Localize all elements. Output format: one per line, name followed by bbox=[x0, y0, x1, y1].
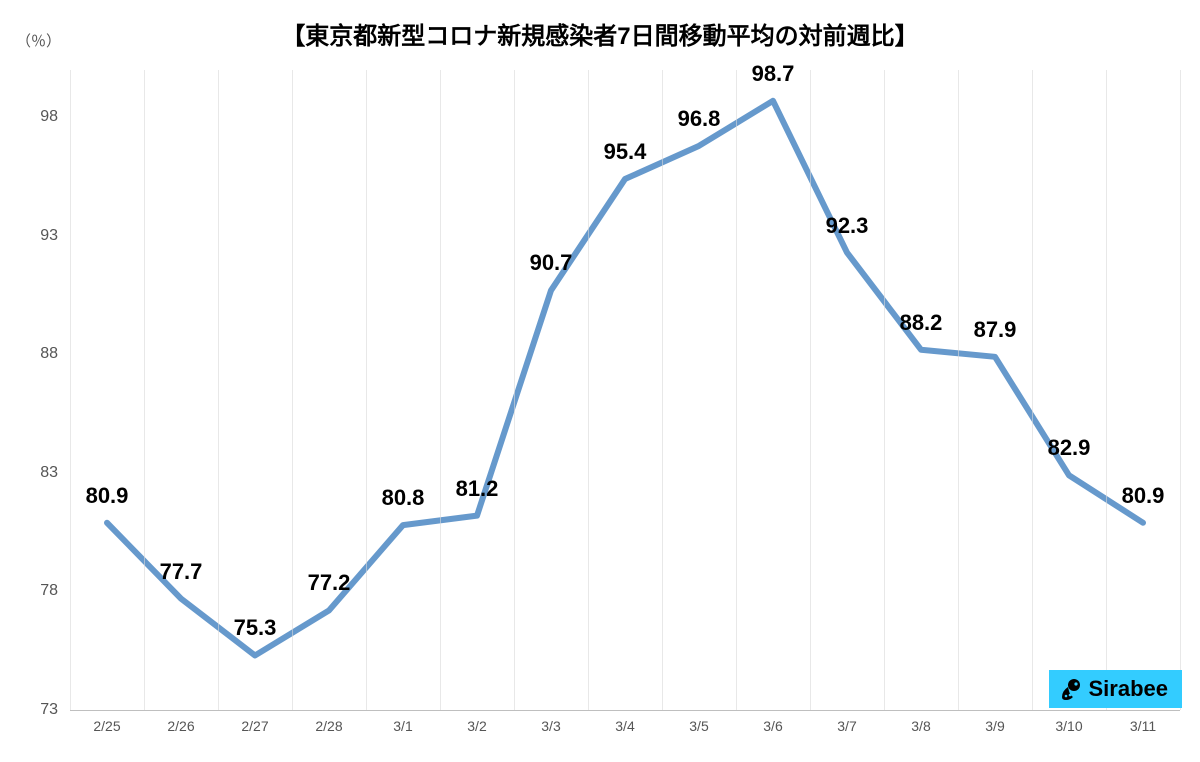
x-tick-label: 2/27 bbox=[241, 710, 268, 734]
data-label: 80.9 bbox=[86, 483, 129, 509]
x-tick-label: 3/11 bbox=[1130, 710, 1156, 734]
x-gridline bbox=[1106, 70, 1107, 710]
logo-badge: Sirabee bbox=[1049, 670, 1183, 708]
x-tick-label: 3/3 bbox=[541, 710, 560, 734]
y-axis-unit: （％） bbox=[16, 30, 61, 51]
sirabee-logo-icon bbox=[1059, 677, 1083, 701]
chart-container: 【東京都新型コロナ新規感染者7日間移動平均の対前週比】 （％） 73788388… bbox=[0, 0, 1200, 762]
data-label: 92.3 bbox=[826, 213, 869, 239]
x-tick-label: 2/28 bbox=[315, 710, 342, 734]
x-gridline bbox=[292, 70, 293, 710]
x-tick-label: 2/25 bbox=[93, 710, 120, 734]
x-gridline bbox=[662, 70, 663, 710]
x-tick-label: 3/2 bbox=[467, 710, 486, 734]
y-tick-label: 83 bbox=[40, 464, 70, 482]
data-label: 87.9 bbox=[974, 317, 1017, 343]
data-label: 98.7 bbox=[752, 61, 795, 87]
x-tick-label: 3/5 bbox=[689, 710, 708, 734]
y-tick-label: 98 bbox=[40, 108, 70, 126]
y-tick-label: 73 bbox=[40, 701, 70, 719]
y-tick-label: 78 bbox=[40, 582, 70, 600]
x-gridline bbox=[958, 70, 959, 710]
x-tick-label: 3/9 bbox=[985, 710, 1004, 734]
data-label: 77.2 bbox=[308, 570, 351, 596]
x-tick-label: 3/8 bbox=[911, 710, 930, 734]
chart-title: 【東京都新型コロナ新規感染者7日間移動平均の対前週比】 bbox=[0, 16, 1200, 51]
data-label: 75.3 bbox=[234, 615, 277, 641]
x-gridline bbox=[218, 70, 219, 710]
logo-text: Sirabee bbox=[1089, 676, 1169, 702]
data-label: 82.9 bbox=[1048, 435, 1091, 461]
x-gridline bbox=[514, 70, 515, 710]
data-label: 81.2 bbox=[456, 476, 499, 502]
x-gridline bbox=[366, 70, 367, 710]
data-label: 90.7 bbox=[530, 250, 573, 276]
x-tick-label: 3/4 bbox=[615, 710, 634, 734]
data-label: 95.4 bbox=[604, 139, 647, 165]
data-label: 96.8 bbox=[678, 106, 721, 132]
x-gridline bbox=[588, 70, 589, 710]
x-gridline bbox=[144, 70, 145, 710]
line-layer bbox=[70, 70, 1180, 710]
data-label: 77.7 bbox=[160, 559, 203, 585]
x-tick-label: 3/7 bbox=[837, 710, 856, 734]
series-line bbox=[107, 101, 1143, 656]
y-tick-label: 88 bbox=[40, 345, 70, 363]
plot-area: 7378838893982/252/262/272/283/13/23/33/4… bbox=[70, 70, 1180, 710]
x-gridline bbox=[736, 70, 737, 710]
data-label: 80.8 bbox=[382, 485, 425, 511]
x-gridline bbox=[1032, 70, 1033, 710]
x-gridline bbox=[70, 70, 71, 710]
x-gridline bbox=[440, 70, 441, 710]
x-tick-label: 2/26 bbox=[167, 710, 194, 734]
data-label: 88.2 bbox=[900, 310, 943, 336]
data-label: 80.9 bbox=[1122, 483, 1165, 509]
x-gridline bbox=[810, 70, 811, 710]
x-tick-label: 3/1 bbox=[393, 710, 412, 734]
x-gridline bbox=[884, 70, 885, 710]
x-tick-label: 3/10 bbox=[1055, 710, 1082, 734]
x-tick-label: 3/6 bbox=[763, 710, 782, 734]
y-tick-label: 93 bbox=[40, 227, 70, 245]
x-gridline bbox=[1180, 70, 1181, 710]
